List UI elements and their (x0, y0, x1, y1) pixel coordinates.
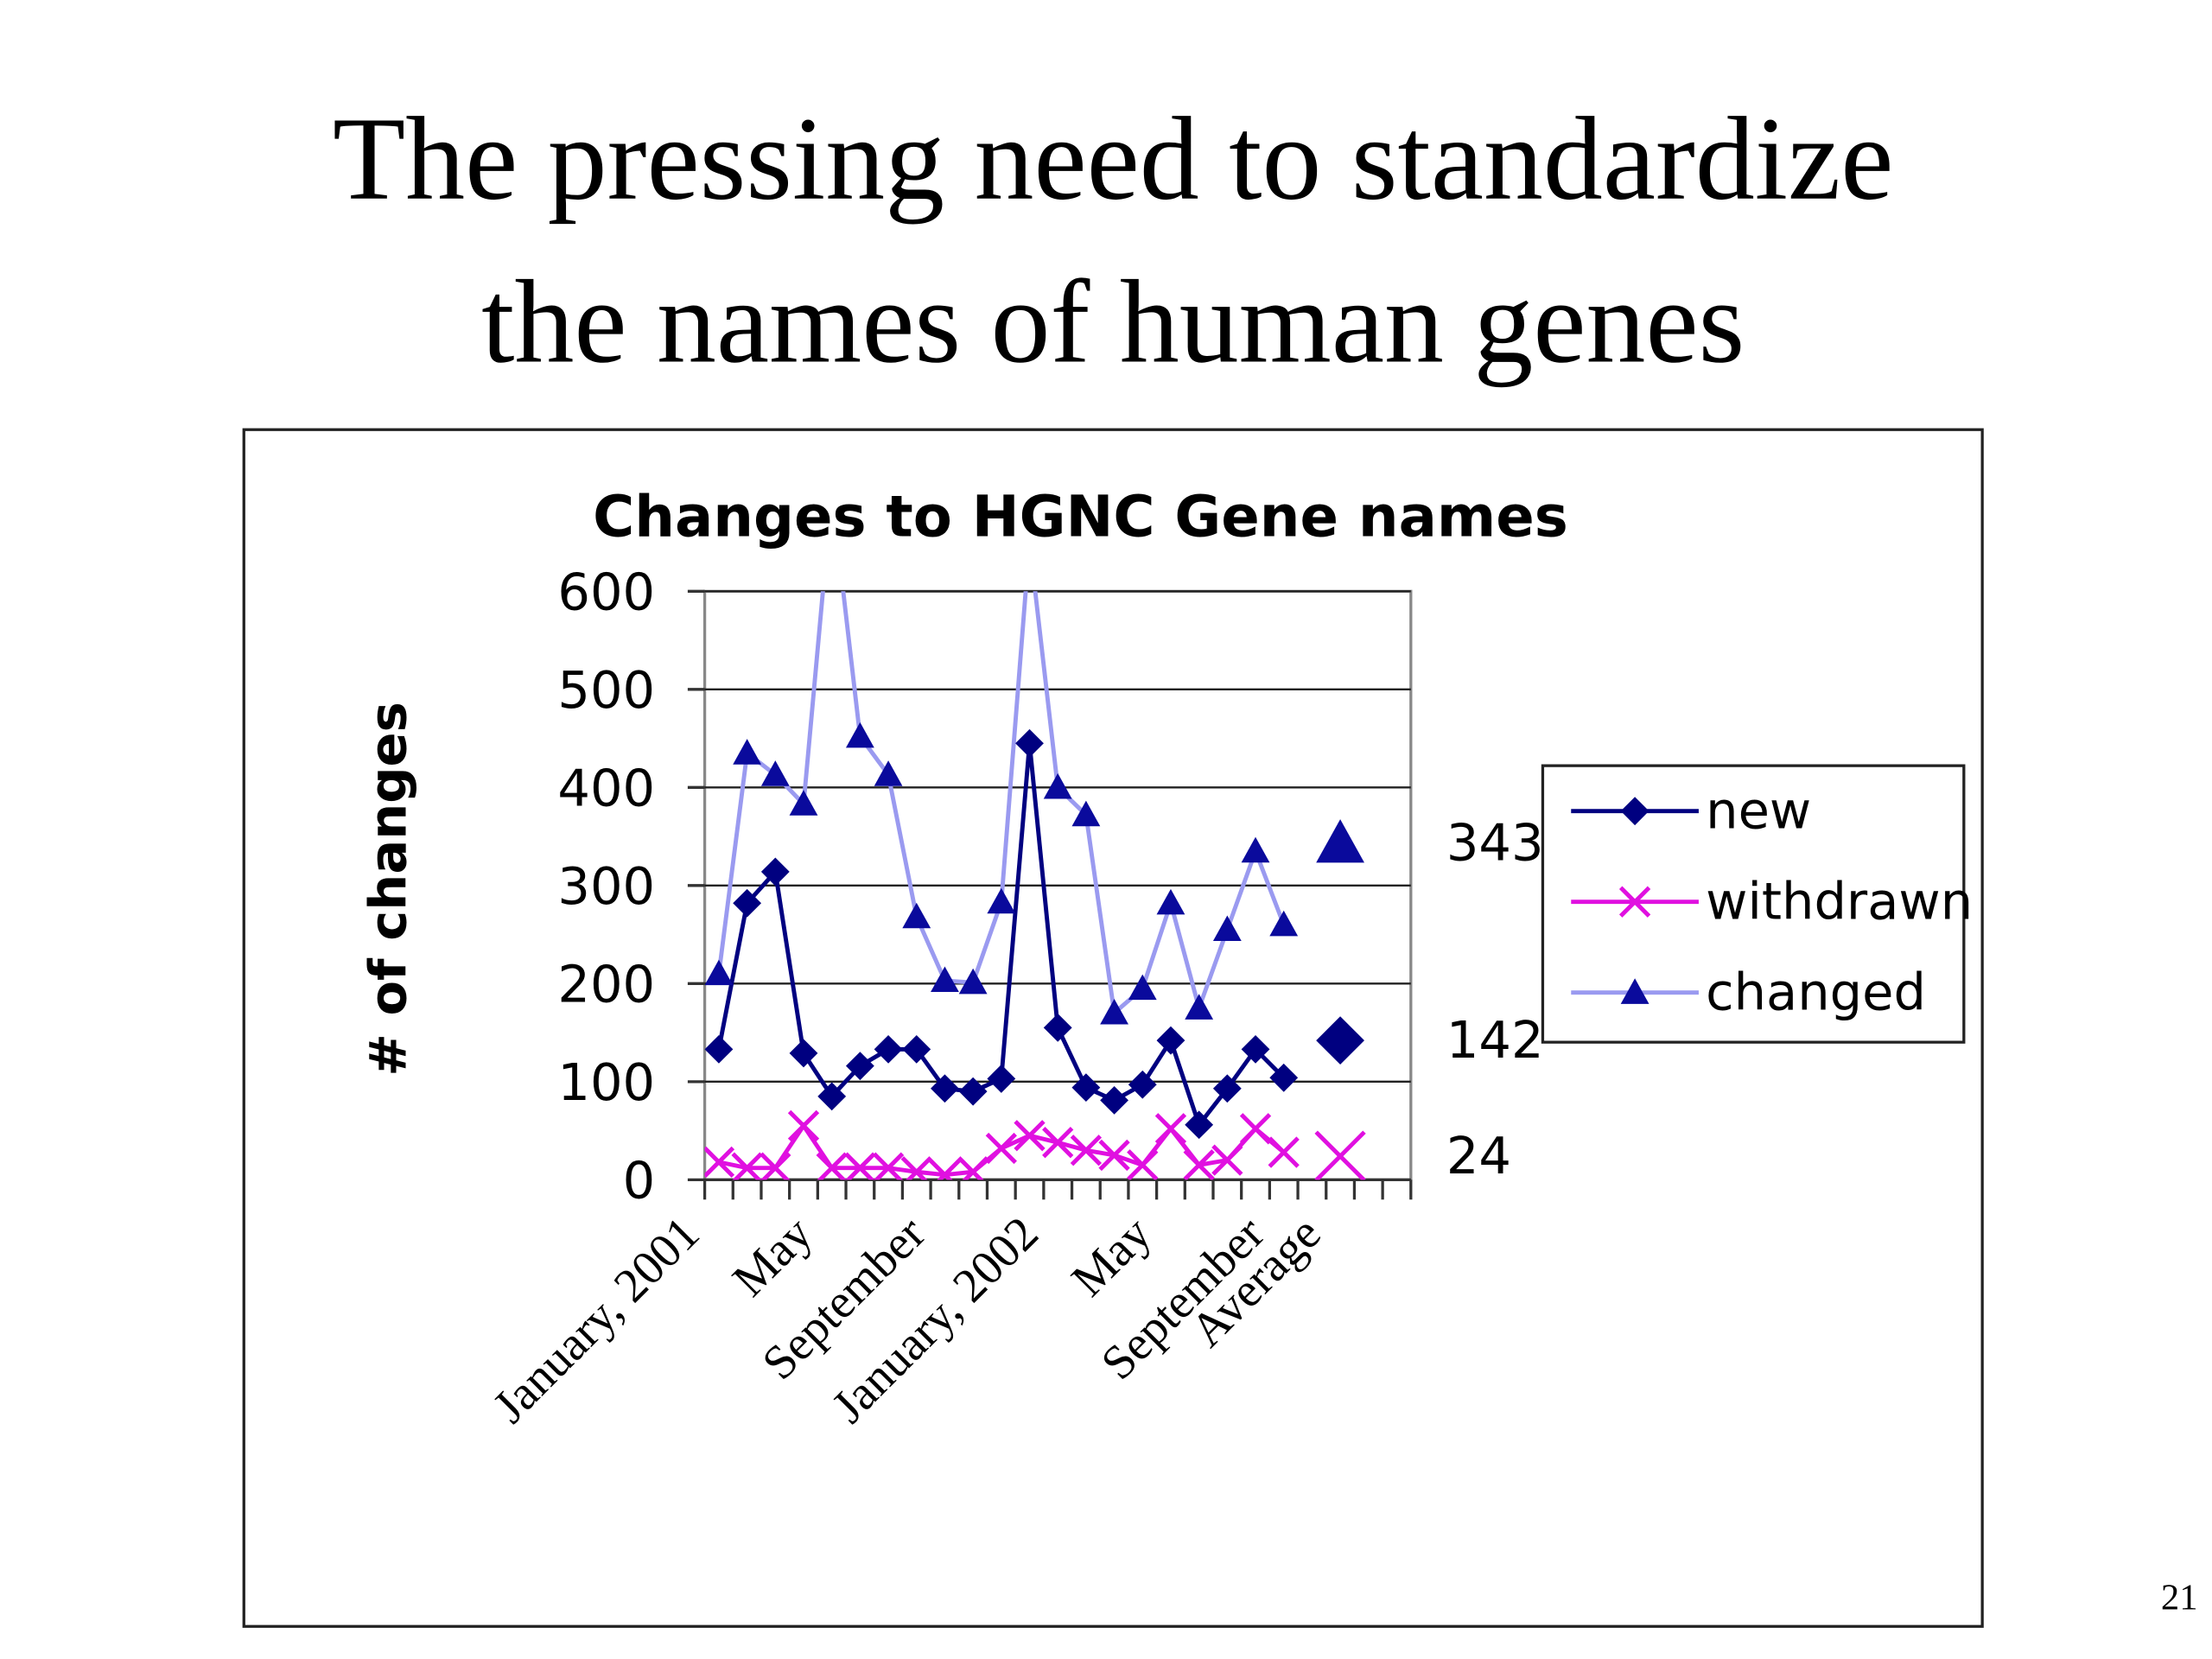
marker (1098, 1139, 1130, 1172)
marker (760, 760, 790, 786)
marker (1071, 1073, 1101, 1103)
page-number: 21 (2161, 1578, 2198, 1618)
marker (958, 1077, 988, 1106)
slide-title: the names of human genes (481, 255, 1745, 387)
marker (902, 902, 931, 929)
marker (1239, 1113, 1272, 1145)
marker (900, 1156, 932, 1180)
legend-label: new (1706, 780, 1811, 840)
marker (1316, 819, 1364, 863)
marker (1212, 1074, 1242, 1103)
marker (1211, 1144, 1243, 1176)
marker (704, 959, 734, 986)
chart-title: Changes to HGNC Gene names (593, 484, 1568, 550)
marker (816, 1152, 848, 1180)
y-tick-label: 200 (557, 955, 655, 1014)
marker (1269, 1063, 1299, 1092)
marker (789, 790, 818, 816)
marker (1156, 888, 1185, 915)
marker (1620, 978, 1649, 1004)
y-tick-label: 500 (557, 660, 655, 720)
marker (1269, 910, 1299, 937)
marker (1618, 886, 1651, 918)
marker (987, 887, 1016, 914)
marker (733, 888, 762, 918)
marker (1620, 797, 1649, 826)
marker (1268, 1136, 1300, 1168)
marker (1212, 915, 1242, 942)
marker (1128, 974, 1157, 1001)
marker (1127, 1149, 1159, 1180)
marker (760, 857, 790, 887)
marker (1185, 994, 1214, 1020)
marker (845, 721, 874, 748)
y-tick-label: 400 (557, 759, 655, 818)
value-label: 142 (1446, 1010, 1544, 1070)
marker (1071, 800, 1101, 827)
marker (1316, 1016, 1364, 1065)
marker (1014, 1120, 1046, 1152)
marker (704, 1146, 735, 1179)
marker (958, 968, 988, 995)
marker (1042, 1127, 1074, 1159)
marker (931, 966, 959, 993)
legend-label: changed (1706, 962, 1926, 1021)
y-tick-label: 600 (557, 563, 655, 622)
marker (1314, 1130, 1366, 1180)
y-tick-label: 300 (557, 856, 655, 916)
marker (929, 1159, 961, 1180)
marker (872, 1152, 905, 1180)
marker (1241, 836, 1270, 863)
marker (817, 1082, 847, 1111)
marker (789, 1039, 818, 1068)
marker (957, 1156, 989, 1180)
marker (731, 1152, 763, 1180)
marker (1100, 998, 1128, 1025)
y-tick-label: 0 (623, 1151, 656, 1211)
marker (1015, 728, 1044, 758)
marker (844, 1152, 876, 1180)
marker (985, 1132, 1017, 1165)
marker (704, 1034, 734, 1064)
marker (874, 760, 903, 786)
marker (1154, 1113, 1187, 1145)
y-tick-label: 100 (557, 1052, 655, 1112)
slide-title: The pressing need to standardize (333, 92, 1893, 225)
marker (1070, 1135, 1103, 1166)
marker (931, 1074, 959, 1103)
y-axis-label: # of changes (358, 702, 417, 1076)
marker (733, 739, 762, 765)
value-label: 24 (1446, 1126, 1511, 1185)
legend-label: withdrawn (1706, 871, 1973, 931)
value-label: 343 (1446, 813, 1544, 873)
marker (787, 1109, 820, 1142)
marker (1183, 1149, 1215, 1180)
marker (1043, 772, 1072, 799)
marker (760, 1152, 791, 1180)
